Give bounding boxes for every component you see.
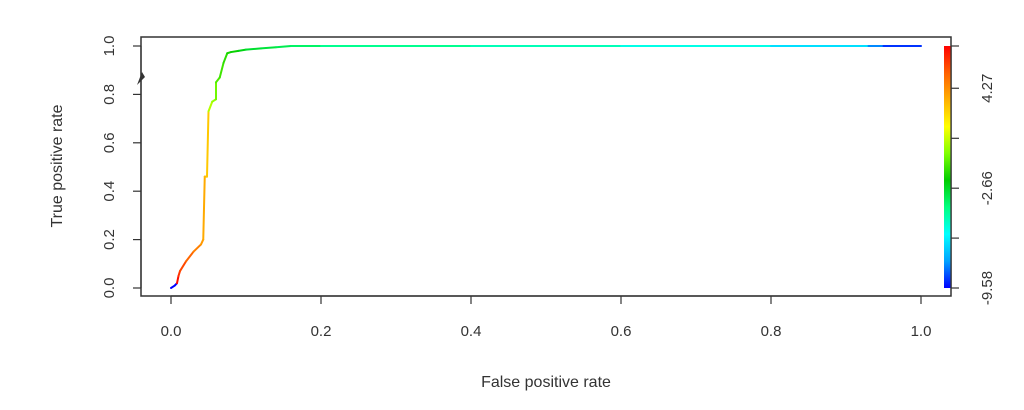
colorbar-gradient [944,46,951,288]
roc-curve-segment [179,260,187,273]
roc-curve-segment [207,100,214,113]
roc-curve-segment [176,274,180,285]
roc-curve-segment [245,47,262,51]
roc-curve-segment [192,243,202,253]
y-axis-title: True positive rate [49,104,66,227]
roc-curve-segment [260,46,277,50]
x-tick-label: 0.4 [461,323,482,340]
plot-area-frame [140,36,952,297]
roc-curve-segment [230,49,240,54]
roc-curve-segment [222,52,229,64]
cursor-arrow-icon [137,72,145,85]
y-tick-label: 0.0 [101,278,118,299]
y-tick-label: 0.6 [101,132,118,153]
x-tick-label: 0.6 [611,323,632,340]
roc-curve-segment [237,48,247,52]
y-tick-label: 1.0 [101,36,118,57]
x-axis: 0.0 0.2 0.4 0.6 0.8 1.0 [161,295,932,340]
x-axis-title: False positive rate [481,374,611,391]
colorbar-label: -9.58 [979,271,996,305]
colorbar-label: 4.27 [979,74,996,103]
colorbar: 4.27 -2.66 -9.58 [944,45,996,305]
y-tick-label: 0.8 [101,84,118,105]
x-tick-label: 0.0 [161,323,182,340]
y-axis: 0.0 0.2 0.4 0.6 0.8 1.0 [101,36,142,299]
roc-curve-segment [215,76,221,84]
roc-curve-segment [218,61,225,79]
y-tick-label: 0.2 [101,229,118,250]
colorbar-label: -2.66 [979,171,996,205]
x-tick-label: 0.2 [311,323,332,340]
roc-curve-segment [202,175,206,241]
roc-curve-segment [185,250,195,263]
x-tick-label: 1.0 [911,323,932,340]
roc-curve-segment [275,45,292,49]
y-tick-label: 0.4 [101,181,118,202]
roc-curve-segment [206,110,210,178]
roc-curve [170,45,922,289]
x-tick-label: 0.8 [761,323,782,340]
